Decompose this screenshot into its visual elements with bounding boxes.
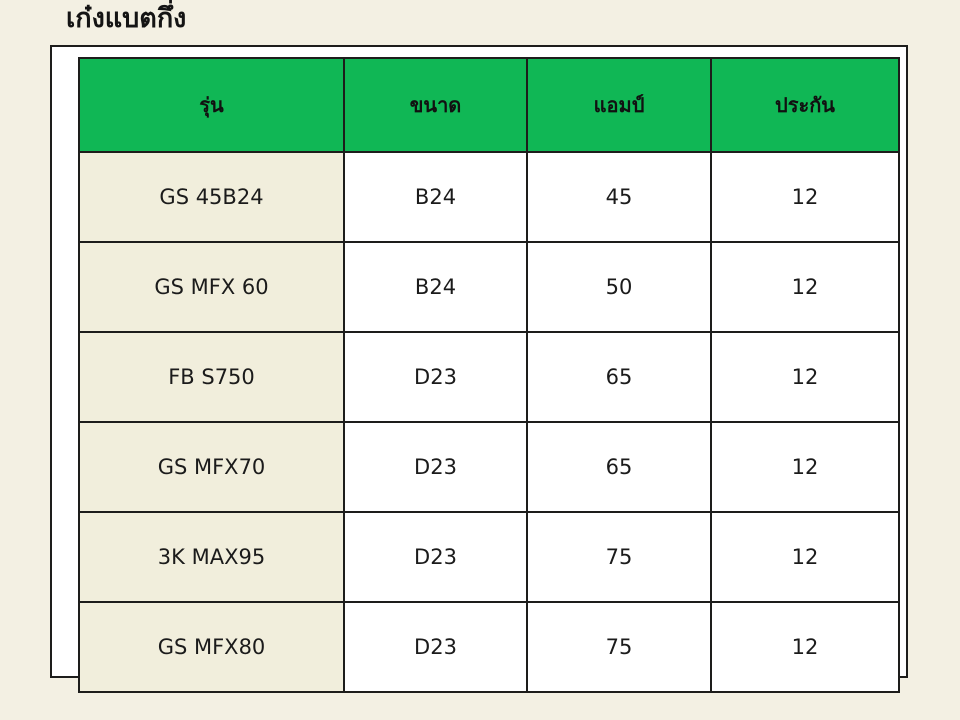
cell-model: GS MFX 60	[78, 241, 345, 333]
column-header-size[interactable]: ขนาด	[343, 57, 528, 153]
cell-model: GS 45B24	[78, 151, 345, 243]
cell-size: B24	[343, 241, 528, 333]
cell-amp: 75	[526, 511, 712, 603]
cell-amp: 65	[526, 421, 712, 513]
page-title: เก๋งแบตกึ่ง	[66, 3, 187, 34]
column-header-warranty[interactable]: ประกัน	[710, 57, 900, 153]
table-row: GS MFX70 D23 65 12	[78, 421, 900, 513]
table-row: GS MFX 60 B24 50 12	[78, 241, 900, 333]
cell-amp: 75	[526, 601, 712, 693]
cell-warranty: 12	[710, 601, 900, 693]
cell-size: D23	[343, 421, 528, 513]
cell-warranty: 12	[710, 151, 900, 243]
cell-model: FB S750	[78, 331, 345, 423]
cell-warranty: 12	[710, 241, 900, 333]
table-row: GS MFX80 D23 75 12	[78, 601, 900, 693]
cell-amp: 45	[526, 151, 712, 243]
cell-model: 3K MAX95	[78, 511, 345, 603]
cell-size: D23	[343, 601, 528, 693]
cell-size: D23	[343, 511, 528, 603]
cell-size: B24	[343, 151, 528, 243]
cell-warranty: 12	[710, 421, 900, 513]
cell-amp: 65	[526, 331, 712, 423]
cell-size: D23	[343, 331, 528, 423]
table-body: GS 45B24 B24 45 12 GS MFX 60 B24 50 12 F…	[78, 151, 900, 693]
table-row: GS 45B24 B24 45 12	[78, 151, 900, 243]
table-header: รุ่น ขนาด แอมป์ ประกัน	[78, 57, 900, 153]
cell-amp: 50	[526, 241, 712, 333]
column-header-model[interactable]: รุ่น	[78, 57, 345, 153]
table-row: FB S750 D23 65 12	[78, 331, 900, 423]
cell-model: GS MFX80	[78, 601, 345, 693]
battery-spec-table: รุ่น ขนาด แอมป์ ประกัน GS 45B24 B24 45 1…	[78, 57, 900, 693]
cell-warranty: 12	[710, 331, 900, 423]
cell-warranty: 12	[710, 511, 900, 603]
column-header-amp[interactable]: แอมป์	[526, 57, 712, 153]
cell-model: GS MFX70	[78, 421, 345, 513]
table-row: 3K MAX95 D23 75 12	[78, 511, 900, 603]
table-header-row: รุ่น ขนาด แอมป์ ประกัน	[78, 57, 900, 153]
